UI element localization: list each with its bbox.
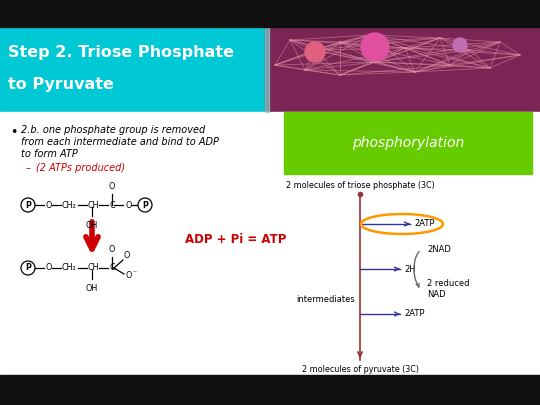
Text: to Pyruvate: to Pyruvate	[8, 77, 114, 92]
Text: O: O	[124, 252, 130, 260]
Text: CH: CH	[88, 200, 99, 209]
Text: to form ATP: to form ATP	[21, 149, 78, 159]
Text: O: O	[125, 271, 131, 281]
Text: O: O	[46, 200, 52, 209]
Text: O: O	[125, 200, 131, 209]
Circle shape	[21, 261, 35, 275]
Text: from each intermediate and bind to ADP: from each intermediate and bind to ADP	[21, 137, 219, 147]
Text: OH: OH	[86, 221, 98, 230]
Bar	[284, 112, 532, 174]
Text: O: O	[109, 245, 115, 254]
Text: C: C	[109, 264, 114, 273]
Bar	[0, 27, 265, 112]
Circle shape	[361, 33, 389, 61]
Text: P: P	[25, 264, 31, 273]
Text: O: O	[109, 182, 115, 191]
Text: phosphorylation: phosphorylation	[352, 136, 464, 150]
Circle shape	[138, 198, 152, 212]
Bar	[265, 27, 269, 112]
Text: 2ATP: 2ATP	[414, 220, 435, 228]
Text: •: •	[10, 126, 17, 139]
Text: 2 reduced
NAD: 2 reduced NAD	[427, 279, 469, 299]
Text: 2ATP: 2ATP	[404, 309, 424, 318]
Text: intermediates: intermediates	[296, 294, 355, 303]
Text: CH: CH	[88, 264, 99, 273]
Text: P: P	[25, 200, 31, 209]
Circle shape	[453, 38, 467, 52]
Circle shape	[21, 198, 35, 212]
Text: P: P	[142, 200, 148, 209]
Text: Step 2. Triose Phosphate: Step 2. Triose Phosphate	[8, 45, 234, 60]
Text: 2 molecules of triose phosphate (3C): 2 molecules of triose phosphate (3C)	[286, 181, 434, 190]
Text: 2 molecules of pyruvate (3C): 2 molecules of pyruvate (3C)	[301, 365, 418, 374]
Text: O: O	[46, 264, 52, 273]
Bar	[0, 0, 540, 27]
Text: 2.b. one phosphate group is removed: 2.b. one phosphate group is removed	[21, 125, 205, 135]
Text: OH: OH	[86, 284, 98, 293]
Bar	[265, 27, 540, 112]
Text: 2NAD: 2NAD	[427, 245, 451, 254]
Circle shape	[305, 42, 325, 62]
Bar	[0, 112, 540, 375]
Text: CH₂: CH₂	[62, 264, 77, 273]
Text: (2 ATPs produced): (2 ATPs produced)	[36, 163, 125, 173]
Text: ⁻: ⁻	[132, 269, 136, 277]
Bar	[0, 375, 540, 405]
Text: ADP + Pi = ATP: ADP + Pi = ATP	[185, 233, 286, 246]
Text: –: –	[26, 163, 31, 173]
Text: CH₂: CH₂	[62, 200, 77, 209]
Text: C: C	[109, 200, 114, 209]
Text: 2H: 2H	[404, 264, 416, 273]
